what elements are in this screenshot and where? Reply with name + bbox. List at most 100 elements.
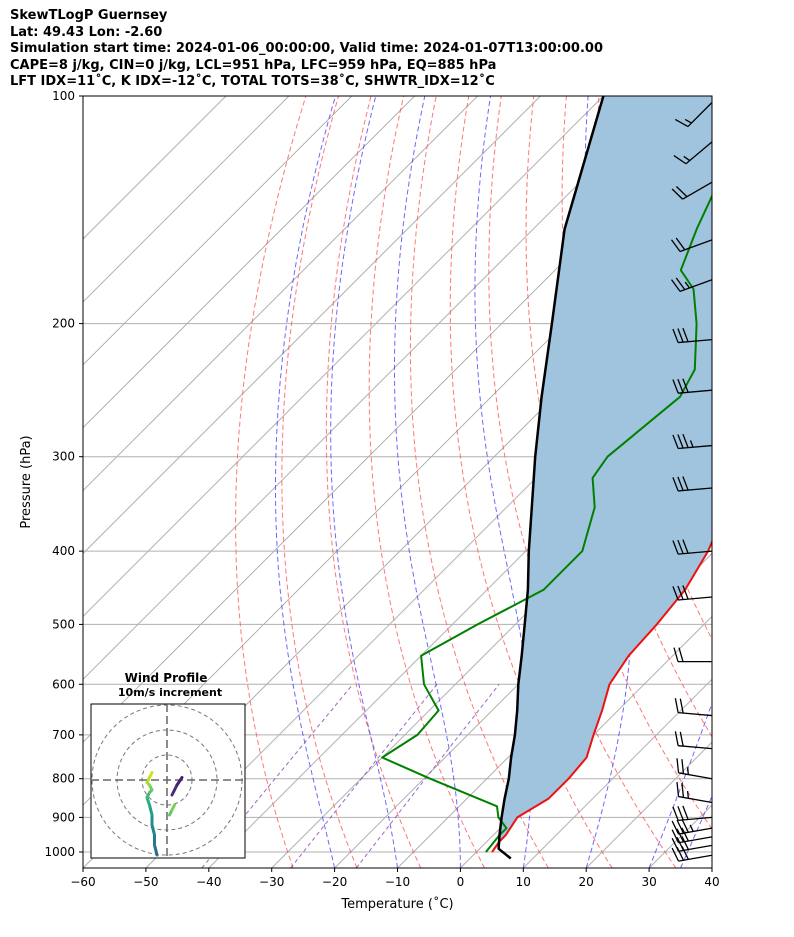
barb-feather	[672, 540, 679, 555]
x-tick-label: −60	[70, 875, 95, 889]
hodograph-segment	[150, 823, 156, 837]
barb-feather	[682, 585, 689, 600]
barb-shaft	[678, 444, 713, 450]
wind-barb	[671, 827, 713, 844]
moist-adiabat	[648, 701, 712, 868]
barb-shaft	[678, 596, 713, 601]
barb-feather	[672, 586, 679, 601]
barb-feather	[677, 539, 684, 554]
y-tick-label: 900	[52, 810, 75, 824]
barb-half-feather	[684, 118, 692, 124]
dry-adiabat	[368, 96, 485, 868]
wind-barb	[671, 818, 713, 835]
y-tick-label: 100	[52, 89, 75, 103]
barb-half-feather	[683, 155, 691, 162]
wind-barb	[670, 237, 713, 253]
mixing-ratio-line	[355, 683, 500, 868]
barb-shaft	[678, 772, 713, 780]
x-tick-label: 0	[457, 875, 465, 889]
isotherm-gridline	[83, 96, 227, 240]
barb-shaft	[678, 338, 713, 344]
moist-adiabat	[275, 96, 336, 868]
wind-barb	[674, 731, 713, 750]
x-tick-label: 30	[641, 875, 656, 889]
barb-shaft	[679, 239, 713, 253]
barb-feather	[681, 818, 689, 833]
y-axis-label: Pressure (hPa)	[19, 435, 34, 528]
dry-adiabat	[325, 96, 422, 868]
barb-feather	[676, 819, 685, 834]
wind-barb	[672, 378, 713, 394]
barb-feather	[676, 758, 680, 773]
barb-shaft	[678, 836, 713, 844]
isotherm-gridline	[711, 867, 712, 868]
dry-adiabat	[235, 96, 307, 868]
isotherm-gridline	[145, 301, 712, 868]
barb-feather	[682, 539, 689, 554]
barb-shaft	[678, 854, 713, 862]
moist-adiabat	[474, 96, 533, 868]
barb-feather	[676, 837, 685, 851]
barb-feather	[675, 186, 688, 198]
chart-header: SkewTLogP Guernsey Lat: 49.43 Lon: -2.60…	[10, 8, 603, 91]
barb-shaft	[678, 844, 713, 852]
barb-feather	[673, 647, 679, 662]
barb-feather	[672, 328, 679, 343]
wind-barb	[671, 181, 713, 200]
barb-feather	[677, 434, 684, 449]
barb-feather	[681, 836, 689, 850]
hodograph-title: Wind Profile	[125, 671, 208, 685]
x-tick-label: 10	[516, 875, 531, 889]
dry-adiabat	[449, 96, 613, 868]
wind-barb	[674, 698, 713, 717]
parcel-line	[497, 96, 605, 860]
hodograph-subtitle: 10m/s increment	[118, 686, 222, 699]
barb-half-feather	[686, 790, 690, 799]
barb-feather	[681, 827, 689, 842]
hodograph-segment	[148, 803, 154, 817]
isotherm-gridline	[83, 96, 416, 429]
barb-shaft	[678, 487, 713, 492]
barb-half-feather	[689, 824, 694, 832]
barb-shaft	[678, 827, 713, 835]
barb-half-feather	[684, 281, 690, 289]
y-tick-label: 700	[52, 728, 75, 742]
barb-feather	[677, 476, 684, 491]
x-tick-label: −20	[322, 875, 347, 889]
barb-feather	[671, 837, 680, 852]
barb-shaft	[678, 795, 713, 804]
isotherm-gridline	[83, 96, 353, 366]
x-tick-label: −40	[196, 875, 221, 889]
wind-barb	[676, 782, 713, 804]
isotherm-gridline	[83, 96, 541, 555]
barb-feather	[682, 805, 689, 820]
y-tick-label: 800	[52, 772, 75, 786]
x-tick-label: −50	[133, 875, 158, 889]
x-tick-label: −10	[385, 875, 410, 889]
barb-half-feather	[689, 440, 694, 448]
wind-barb	[674, 102, 713, 128]
time-line: Simulation start time: 2024-01-06_00:00:…	[10, 41, 603, 56]
barb-feather	[671, 820, 680, 835]
barb-feather	[671, 829, 680, 844]
hodograph-segment	[170, 803, 176, 812]
barb-feather	[671, 188, 684, 200]
wind-barb	[676, 758, 713, 780]
wind-barb	[672, 805, 713, 822]
isotherm-gridline	[83, 96, 290, 303]
wind-barbs	[670, 102, 713, 862]
hodograph-segment	[175, 776, 184, 787]
wind-barb	[671, 836, 713, 852]
barb-feather	[672, 379, 679, 394]
barb-feather	[674, 698, 679, 713]
y-tick-label: 1000	[44, 845, 75, 859]
barb-feather	[676, 828, 685, 843]
barb-shaft	[678, 711, 713, 717]
barb-feather	[682, 378, 689, 393]
barb-shaft	[678, 816, 713, 822]
barb-feather	[675, 277, 686, 291]
barb-shaft	[678, 745, 713, 750]
barb-shaft	[679, 279, 713, 292]
barb-feather	[672, 806, 679, 821]
